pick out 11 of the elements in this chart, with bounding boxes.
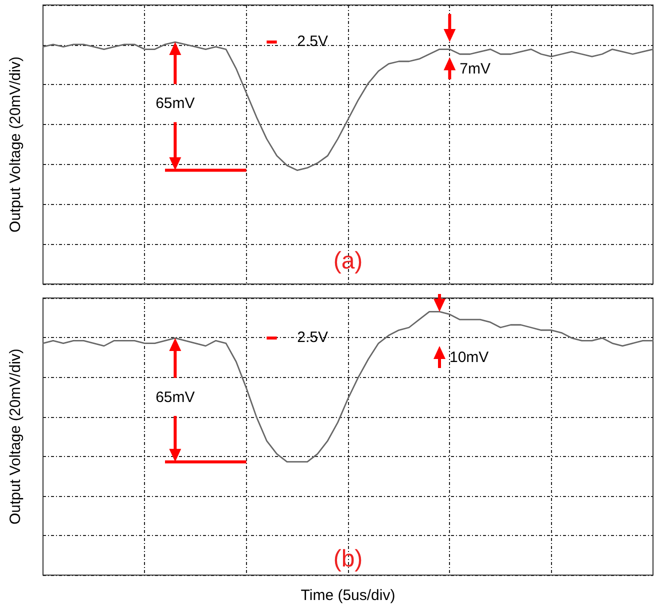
- annotation: (a): [333, 247, 363, 274]
- annotation: (b): [333, 545, 363, 572]
- annotation: 2.5V: [297, 329, 328, 346]
- annotation: 65mV: [156, 95, 195, 112]
- annotation: 10mV: [450, 349, 489, 366]
- annotation: 65mV: [156, 388, 195, 406]
- x-axis-title: Time (5us/div): [300, 587, 396, 604]
- y-axis-title: Output Voltage (20mV/div): [7, 348, 24, 525]
- y-axis-title: Output Voltage (20mV/div): [7, 56, 24, 232]
- annotation: 2.5V: [297, 32, 328, 50]
- annotation: 7mV: [460, 60, 491, 78]
